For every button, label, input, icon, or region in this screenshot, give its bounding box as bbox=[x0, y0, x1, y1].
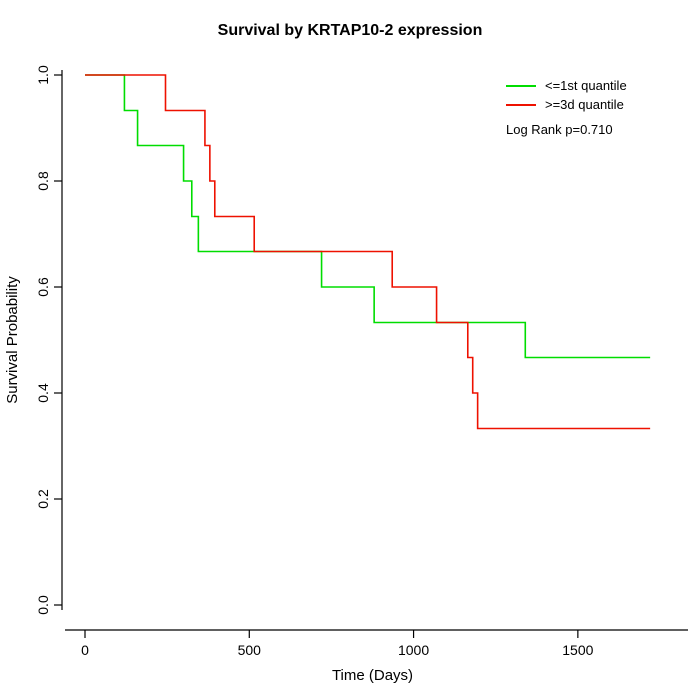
y-tick-label: 1.0 bbox=[35, 65, 51, 85]
legend-item-third-quantile: >=3d quantile bbox=[506, 95, 627, 114]
x-axis-label: Time (Days) bbox=[332, 667, 413, 684]
x-tick-label: 1500 bbox=[562, 642, 593, 658]
km-curve-first-quantile bbox=[85, 74, 651, 359]
x-tick-label: 500 bbox=[238, 642, 262, 658]
legend: <=1st quantile >=3d quantile Log Rank p=… bbox=[506, 76, 627, 137]
x-tick-label: 1000 bbox=[398, 642, 429, 658]
red-line-swatch bbox=[506, 103, 536, 106]
green-line-swatch bbox=[506, 84, 536, 87]
x-tick-label: 0 bbox=[81, 642, 89, 658]
y-tick-label: 0.4 bbox=[35, 383, 51, 403]
km-curve-third-quantile bbox=[85, 74, 651, 430]
log-rank-annotation: Log Rank p=0.710 bbox=[506, 122, 613, 137]
legend-item-first-quantile: <=1st quantile bbox=[506, 76, 627, 95]
y-tick-label: 0.0 bbox=[35, 595, 51, 615]
chart-title: Survival by KRTAP10-2 expression bbox=[217, 22, 483, 39]
legend-label-first-quantile: <=1st quantile bbox=[545, 78, 627, 93]
y-tick-label: 0.6 bbox=[35, 277, 51, 297]
y-tick-label: 0.2 bbox=[35, 489, 51, 509]
legend-label-third-quantile: >=3d quantile bbox=[545, 97, 624, 112]
y-tick-label: 0.8 bbox=[35, 171, 51, 191]
y-axis-label: Survival Probability bbox=[4, 276, 21, 404]
